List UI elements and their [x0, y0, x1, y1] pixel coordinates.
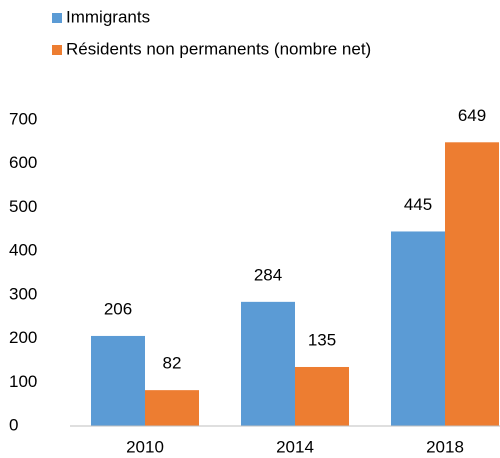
legend-swatch: [52, 45, 62, 55]
y-tick-label: 100: [9, 372, 37, 391]
legend-label: Immigrants: [66, 7, 150, 26]
y-tick-label: 600: [9, 153, 37, 172]
bar: [391, 231, 445, 426]
bar: [445, 142, 499, 426]
y-tick-label: 400: [9, 241, 37, 260]
bar: [145, 390, 199, 426]
bar: [295, 366, 349, 426]
x-tick-label: 2014: [276, 437, 314, 456]
value-label: 206: [104, 299, 132, 318]
bar: [91, 335, 145, 426]
y-tick-label: 700: [9, 109, 37, 128]
legend-swatch: [52, 13, 62, 23]
legend-label: Résidents non permanents (nombre net): [66, 39, 371, 58]
value-label: 649: [458, 106, 486, 125]
value-label: 135: [308, 330, 336, 349]
y-tick-label: 500: [9, 197, 37, 216]
bar: [241, 301, 295, 426]
value-label: 445: [404, 195, 432, 214]
x-tick-label: 2018: [426, 437, 464, 456]
x-tick-label: 2010: [126, 437, 164, 456]
value-label: 82: [163, 354, 182, 373]
y-tick-label: 0: [9, 415, 18, 434]
y-tick-label: 300: [9, 284, 37, 303]
value-label: 284: [254, 265, 282, 284]
y-tick-label: 200: [9, 328, 37, 347]
